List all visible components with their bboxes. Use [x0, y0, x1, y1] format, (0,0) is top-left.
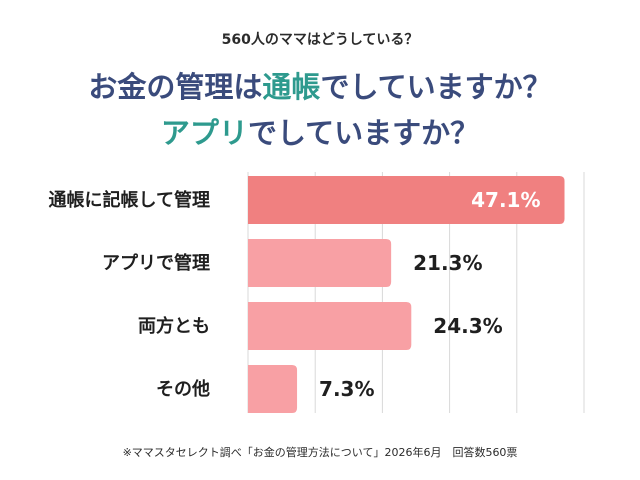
title-part: でしていますか？ — [247, 116, 480, 150]
title-highlight-passbook: 通帳 — [262, 70, 321, 104]
chart-title-line-1: お金の管理は通帳でしていますか？ — [0, 64, 640, 106]
category-label: その他 — [156, 378, 210, 400]
bar-1 — [248, 176, 565, 224]
value-label: 24.3% — [433, 314, 502, 338]
bar-2 — [248, 239, 392, 287]
bars — [248, 176, 565, 413]
labels: 通帳に記帳して管理 47.1% アプリで管理 21.3% 両方とも 24.3% その他 7.3… — [49, 188, 541, 401]
value-label: 7.3% — [319, 377, 374, 401]
chart-title-line-2: アプリでしていますか？ — [0, 110, 640, 152]
value-label: 21.3% — [413, 251, 482, 275]
bar-3 — [248, 302, 412, 350]
category-label: 通帳に記帳して管理 — [49, 189, 210, 211]
category-label: アプリで管理 — [102, 252, 210, 274]
title-highlight-app: アプリ — [160, 116, 248, 150]
chart-subtitle: 560人のママはどうしている？ — [221, 32, 419, 48]
category-label: 両方とも — [138, 315, 210, 337]
title-part: でしていますか？ — [320, 70, 552, 104]
survey-footnote: ※ママスタセレクト調べ「お金の管理方法について」2026年6月 回答数560票 — [122, 446, 518, 459]
value-label: 47.1% — [471, 188, 540, 212]
title-part: お金の管理は — [88, 70, 263, 104]
bar-4 — [248, 365, 298, 413]
